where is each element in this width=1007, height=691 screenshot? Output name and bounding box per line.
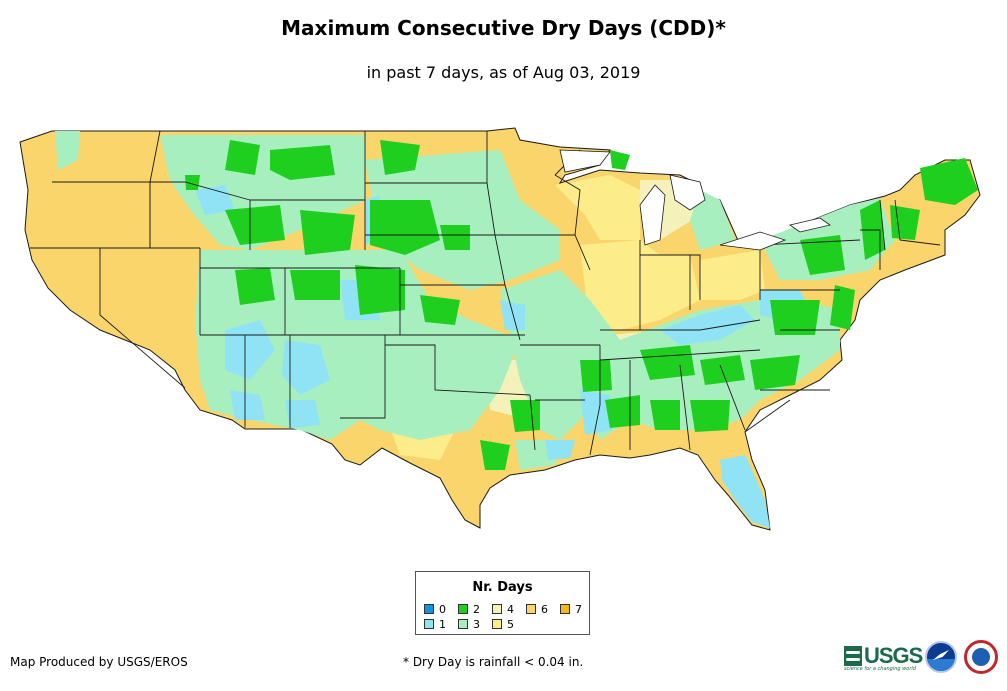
legend-swatch-4	[492, 604, 502, 614]
legend-label-2: 2	[473, 602, 480, 616]
nws-inner-disc	[972, 648, 990, 666]
legend-swatch-3	[458, 619, 468, 629]
legend-label-5: 5	[507, 617, 514, 631]
legend-item-1: 1	[424, 617, 446, 631]
legend-item-6: 6	[526, 602, 548, 616]
legend-label-0: 0	[439, 602, 446, 616]
legend-item-2: 2	[458, 602, 480, 616]
noaa-bird-shape	[933, 650, 949, 660]
legend-swatch-5	[492, 619, 502, 629]
legend-swatch-6	[526, 604, 536, 614]
legend-swatch-2	[458, 604, 468, 614]
band-2-days	[185, 140, 978, 470]
legend-swatch-1	[424, 619, 434, 629]
nws-logo-icon	[964, 640, 998, 674]
legend-swatch-0	[424, 604, 434, 614]
legend-item-0: 0	[424, 602, 446, 616]
map-credit: Map Produced by USGS/EROS	[10, 655, 188, 669]
legend-label-4: 4	[507, 602, 514, 616]
noaa-wave-shape	[927, 659, 955, 671]
legend: Nr. Days 0 2 4 6 7 1 3 5	[415, 571, 590, 635]
legend-item-4: 4	[492, 602, 514, 616]
legend-label-7: 7	[575, 602, 582, 616]
legend-item-5: 5	[492, 617, 514, 631]
usgs-logo-text: USGS	[864, 643, 923, 668]
legend-label-1: 1	[439, 617, 446, 631]
band-5-days	[380, 175, 765, 460]
dry-day-footnote: * Dry Day is rainfall < 0.04 in.	[403, 655, 584, 669]
legend-label-6: 6	[541, 602, 548, 616]
legend-item-3: 3	[458, 617, 480, 631]
legend-title: Nr. Days	[472, 580, 533, 595]
usgs-wave-icon	[844, 646, 862, 666]
noaa-logo-icon	[925, 641, 957, 673]
legend-label-3: 3	[473, 617, 480, 631]
legend-swatch-7	[560, 604, 570, 614]
map-title: Maximum Consecutive Dry Days (CDD)*	[281, 16, 726, 40]
map-subtitle: in past 7 days, as of Aug 03, 2019	[366, 63, 641, 82]
great-lakes	[559, 149, 831, 251]
usgs-tagline: science for a changing world	[844, 666, 916, 672]
usgs-logo: USGS	[844, 643, 923, 669]
legend-item-7: 7	[560, 602, 582, 616]
us-cdd-map	[19, 127, 981, 531]
